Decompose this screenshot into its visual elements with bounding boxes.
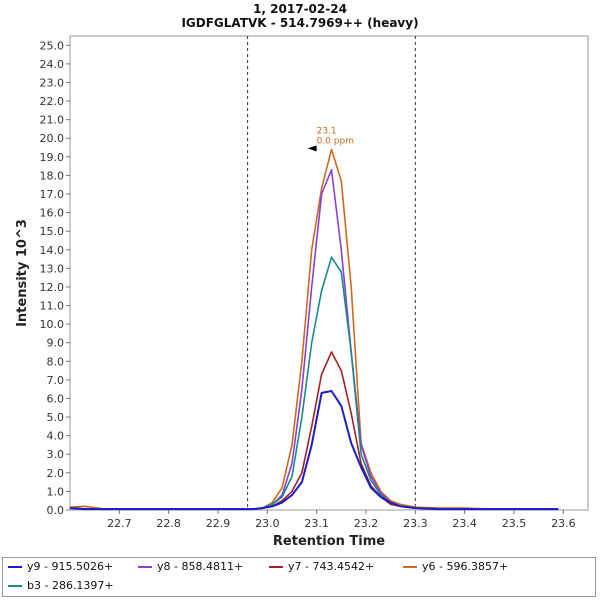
peak-annotation-rt: 23.1 xyxy=(317,126,337,136)
y-tick-label: 21.0 xyxy=(40,114,65,127)
legend-swatch xyxy=(403,566,417,568)
y-tick-label: 0.0 xyxy=(47,504,65,517)
y-tick-label: 24.0 xyxy=(40,58,65,71)
y-tick-label: 7.0 xyxy=(47,374,65,387)
x-tick-label: 22.9 xyxy=(206,517,231,530)
y-axis-label: Intensity 10^3 xyxy=(15,219,30,327)
y-tick-label: 17.0 xyxy=(40,188,65,201)
y-tick-label: 2.0 xyxy=(47,467,65,480)
y-tick-label: 25.0 xyxy=(40,39,65,52)
y-tick-label: 4.0 xyxy=(47,430,65,443)
y-tick-label: 22.0 xyxy=(40,95,65,108)
legend-label: y7 - 743.4542+ xyxy=(288,560,375,573)
legend-swatch xyxy=(8,566,22,568)
y-tick-label: 19.0 xyxy=(40,151,65,164)
chart-subtitle: IGDFGLATVK - 514.7969++ (heavy) xyxy=(181,16,419,30)
y-tick-label: 13.0 xyxy=(40,262,65,275)
legend-swatch xyxy=(269,566,283,568)
plot-frame xyxy=(69,35,589,511)
y-tick-label: 11.0 xyxy=(40,300,65,313)
x-tick-label: 22.8 xyxy=(156,517,181,530)
legend-swatch xyxy=(8,585,22,587)
legend-label: y9 - 915.5026+ xyxy=(27,560,114,573)
x-tick-label: 23.0 xyxy=(255,517,280,530)
x-tick-label: 23.4 xyxy=(452,517,477,530)
series-line-y9 xyxy=(69,390,559,511)
peak-annotation-ppm: 0.0 ppm xyxy=(317,136,354,146)
chart-legend: y9 - 915.5026+ y8 - 858.4811+ y7 - 743.454… xyxy=(2,557,596,597)
y-tick-label: 8.0 xyxy=(47,355,65,368)
y-tick-label: 3.0 xyxy=(47,448,65,461)
legend-label: b3 - 286.1397+ xyxy=(27,579,114,592)
y-tick-label: 12.0 xyxy=(40,281,65,294)
chart-title: 1, 2017-02-24 xyxy=(253,2,347,16)
y-tick-label: 5.0 xyxy=(47,411,65,424)
x-tick-label: 23.6 xyxy=(551,517,576,530)
legend-label: y8 - 858.4811+ xyxy=(157,560,244,573)
legend-swatch xyxy=(138,566,152,568)
y-tick-label: 18.0 xyxy=(40,169,65,182)
peak-arrow-icon xyxy=(307,145,317,152)
x-tick-label: 23.2 xyxy=(354,517,379,530)
y-tick-label: 10.0 xyxy=(40,318,65,331)
legend-label: y6 - 596.3857+ xyxy=(422,560,509,573)
x-tick-label: 23.5 xyxy=(502,517,527,530)
chart-plot: 0.0 1.0 2.0 3.0 4.0 5.0 6.0 7.0 8.0 9.0 10.0 11.0 12… xyxy=(15,35,589,549)
x-tick-label: 23.1 xyxy=(304,517,329,530)
x-axis-label: Retention Time xyxy=(273,534,385,549)
y-tick-label: 15.0 xyxy=(40,225,65,238)
y-tick-label: 6.0 xyxy=(47,392,65,405)
x-tick-label: 22.7 xyxy=(107,517,132,530)
x-tick-label: 23.3 xyxy=(403,517,428,530)
y-tick-label: 16.0 xyxy=(40,207,65,220)
y-tick-label: 9.0 xyxy=(47,337,65,350)
y-tick-label: 14.0 xyxy=(40,244,65,257)
y-tick-label: 20.0 xyxy=(40,132,65,145)
y-tick-label: 23.0 xyxy=(40,76,65,89)
y-tick-label: 1.0 xyxy=(47,485,65,498)
